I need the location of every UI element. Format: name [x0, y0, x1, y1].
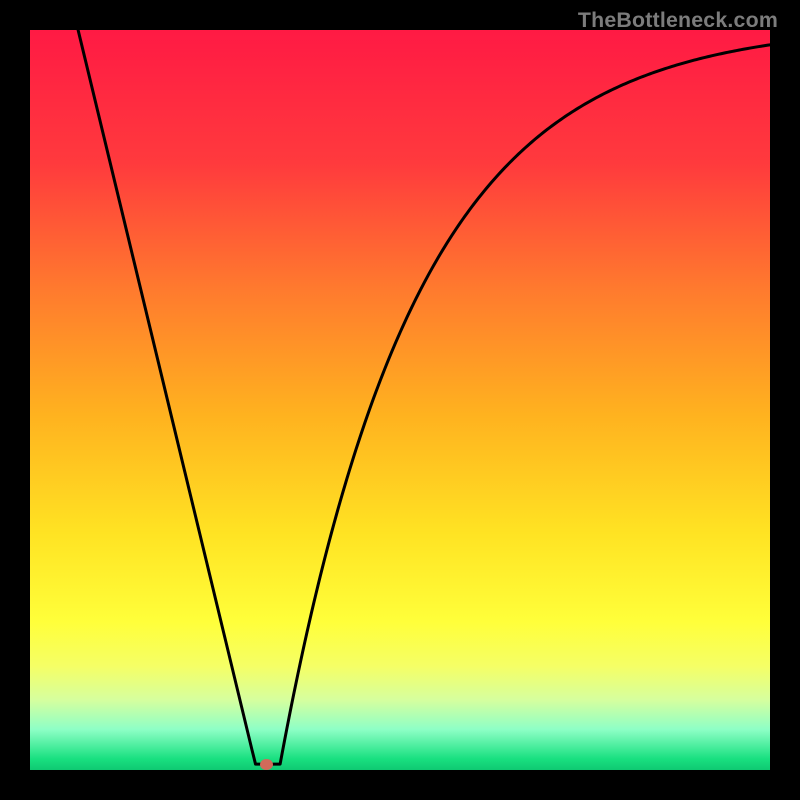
stage: TheBottleneck.com	[0, 0, 800, 800]
plot-area	[30, 30, 770, 770]
bottleneck-curve	[30, 30, 770, 770]
watermark-text: TheBottleneck.com	[578, 8, 778, 33]
curve-path	[78, 30, 770, 764]
optimum-marker	[260, 759, 273, 770]
